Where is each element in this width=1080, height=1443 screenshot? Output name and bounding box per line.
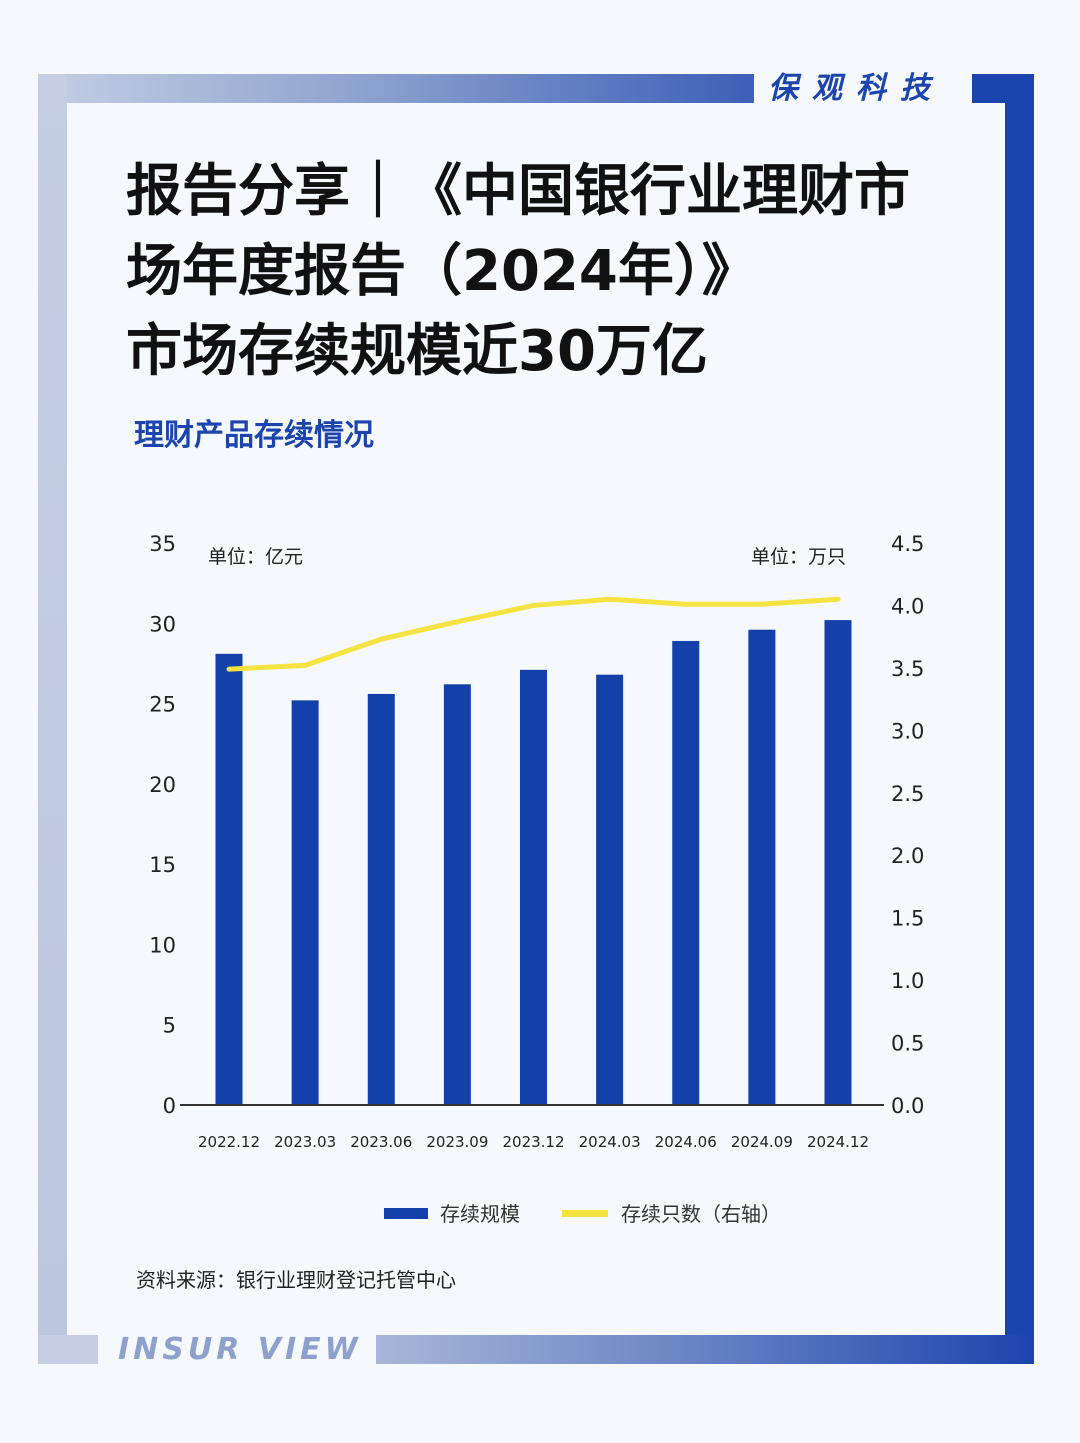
x-tick-label: 2024.12: [807, 1133, 869, 1151]
bar: [367, 693, 395, 1105]
legend-label-line: 存续只数（右轴）: [621, 1202, 781, 1226]
y-right-tick-label: 0.0: [891, 1094, 924, 1118]
title-line-1: 报告分享｜《中国银行业理财市: [126, 159, 910, 224]
x-tick-label: 2024.09: [731, 1133, 793, 1151]
bar: [215, 653, 243, 1105]
legend-swatch-line: [562, 1210, 608, 1217]
y-left-tick-label: 35: [149, 532, 176, 556]
section-title: 理财产品存续情况: [134, 418, 374, 453]
title-line-3: 市场存续规模近30万亿: [126, 319, 708, 384]
bar: [443, 684, 471, 1105]
frame-left-bar: [38, 74, 67, 1364]
y-right-tick-label: 1.0: [891, 969, 924, 993]
y-right-tick-label: 0.5: [891, 1032, 924, 1056]
frame-right-bar: [1005, 74, 1034, 1364]
y-right-tick-label: 1.5: [891, 907, 924, 931]
bar: [291, 700, 319, 1105]
legend-swatch-bar: [384, 1208, 428, 1219]
x-tick-label: 2023.06: [350, 1133, 412, 1151]
series-line-count: [226, 596, 841, 672]
y-right-tick-label: 2.5: [891, 782, 924, 806]
bar: [824, 620, 852, 1105]
y-right-tick-label: 3.0: [891, 719, 924, 743]
y-right-tick-label: 2.0: [891, 844, 924, 868]
x-tick-label: 2022.12: [198, 1133, 260, 1151]
bar: [520, 669, 547, 1105]
title-line-2: 场年度报告（2024年）》: [126, 239, 758, 304]
y-right-tick-label: 4.0: [891, 594, 924, 618]
y-right-tick-label: 3.5: [891, 657, 924, 681]
x-tick-label: 2023.09: [426, 1133, 488, 1151]
y-left-tick-label: 25: [149, 693, 176, 717]
bar: [748, 629, 776, 1105]
x-tick-label: 2024.06: [655, 1133, 717, 1151]
y-left-tick-label: 10: [149, 933, 176, 957]
brand-chinese-logo: 保观科技: [768, 71, 944, 106]
bar: [596, 674, 624, 1105]
source-note: 资料来源：银行业理财登记托管中心: [136, 1268, 456, 1292]
y-left-tick-label: 20: [149, 773, 176, 797]
frame-bottom-left-bar: [38, 1335, 98, 1364]
frame-top-bar: [38, 74, 754, 103]
y-left-tick-label: 0: [163, 1094, 176, 1118]
bar: [672, 640, 700, 1105]
y-left-tick-label: 15: [149, 853, 176, 877]
y-left-unit-label: 单位：亿元: [208, 546, 303, 568]
x-tick-label: 2024.03: [579, 1133, 641, 1151]
x-tick-label: 2023.12: [502, 1133, 564, 1151]
legend-label-bar: 存续规模: [440, 1202, 520, 1226]
frame-bottom-bar: [376, 1335, 1034, 1364]
y-right-unit-label: 单位：万只: [751, 546, 846, 568]
y-left-tick-label: 30: [149, 612, 176, 636]
y-left-tick-label: 5: [163, 1014, 176, 1038]
page-title: 报告分享｜《中国银行业理财市 场年度报告（2024年）》 市场存续规模近30万亿: [126, 152, 986, 392]
y-right-tick-label: 4.5: [891, 532, 924, 556]
x-tick-label: 2023.03: [274, 1133, 336, 1151]
brand-english-logo: INSUR VIEW: [118, 1332, 362, 1367]
